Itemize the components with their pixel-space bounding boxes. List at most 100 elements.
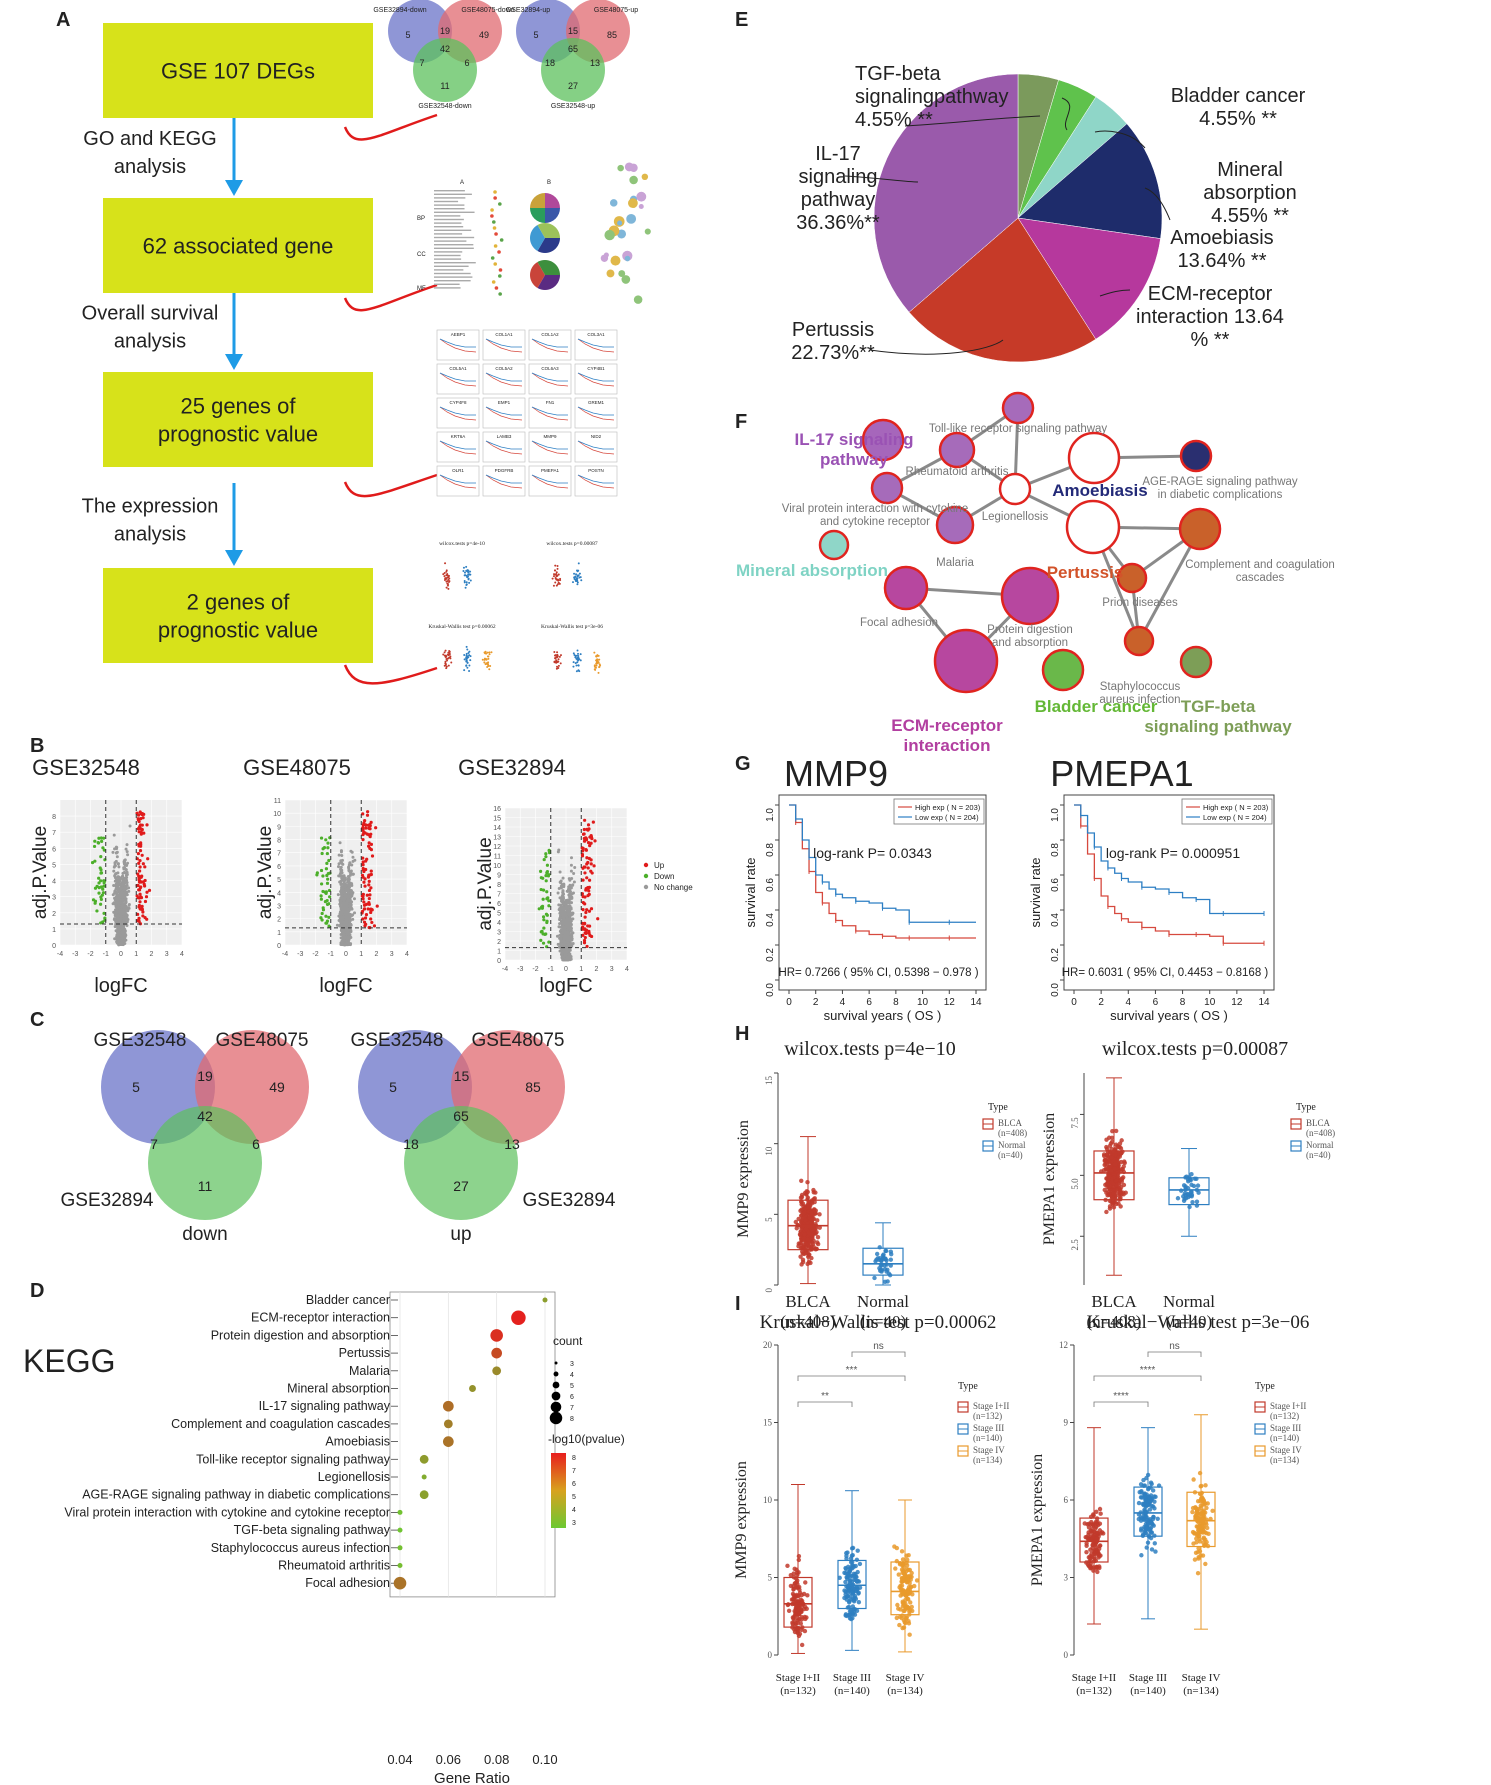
thumb-network-node bbox=[618, 270, 626, 278]
thumb-km-plot bbox=[574, 329, 618, 361]
volcano-point-nochange bbox=[344, 937, 348, 941]
volcano-point-nochange bbox=[560, 907, 564, 911]
category-label: BLCA bbox=[785, 1292, 831, 1311]
axis-title-y: PMEPA1 expression bbox=[1041, 1113, 1058, 1245]
thumb-box-point bbox=[573, 572, 576, 575]
volcano-point-nochange bbox=[563, 922, 567, 926]
volcano-point-up bbox=[583, 818, 587, 822]
volcano-point-nochange bbox=[114, 929, 118, 933]
box-point bbox=[885, 1279, 890, 1284]
thumb-box-point bbox=[446, 659, 449, 662]
volcano-point-nochange bbox=[561, 929, 565, 933]
volcano-point-nochange bbox=[346, 877, 350, 881]
tick-label: 2 bbox=[277, 917, 281, 924]
venn-count: 11 bbox=[198, 1178, 213, 1194]
network-group-label: Bladder cancer bbox=[1035, 697, 1158, 716]
volcano-point-nochange bbox=[124, 899, 128, 903]
volcano-point-nochange bbox=[338, 899, 342, 903]
volcano-point-nochange bbox=[128, 824, 132, 828]
network-node-label: Viral protein interaction with cytokine bbox=[782, 503, 968, 515]
volcano-point-nochange bbox=[341, 909, 345, 913]
thumb-box-point bbox=[443, 575, 446, 578]
volcano-point-nochange bbox=[122, 891, 126, 895]
volcano-point-nochange bbox=[559, 879, 563, 883]
box-point bbox=[1102, 1158, 1107, 1164]
kegg-pathway-label: Mineral absorption bbox=[287, 1382, 390, 1396]
volcano-point-down bbox=[547, 940, 551, 944]
tick-label: -3 bbox=[72, 951, 78, 958]
thumb-km-curve bbox=[577, 372, 614, 382]
legend-size-dot bbox=[549, 1411, 563, 1425]
thumb-box-point bbox=[462, 570, 465, 573]
volcano-point-nochange bbox=[561, 876, 565, 880]
thumb-text-line bbox=[434, 218, 464, 221]
volcano-point-nochange bbox=[121, 874, 125, 878]
box-point bbox=[817, 1212, 822, 1217]
volcano-point-nochange bbox=[125, 843, 129, 847]
legend-label: Normal bbox=[998, 1140, 1026, 1150]
tick-label: 4 bbox=[405, 951, 409, 958]
volcano-point-up bbox=[145, 823, 149, 827]
tick-label: 4 bbox=[277, 890, 281, 897]
thumb-dot bbox=[494, 232, 498, 236]
box-point bbox=[1104, 1209, 1109, 1215]
thumb-box-point bbox=[553, 573, 556, 576]
thumb-box-point bbox=[463, 654, 466, 657]
thumb-box-point bbox=[443, 651, 446, 654]
boxplot-title: wilcox.tests p=4e−10 bbox=[784, 1038, 955, 1060]
volcano-point-nochange bbox=[563, 927, 567, 931]
volcano-point-nochange bbox=[346, 898, 350, 902]
thumb-km-curve bbox=[531, 440, 568, 450]
thumb-box-point bbox=[579, 653, 582, 656]
volcano-point-nochange bbox=[340, 943, 344, 947]
flow-arrow-label: The expression bbox=[82, 496, 219, 518]
thumb-box-point bbox=[576, 574, 579, 577]
volcano-point-nochange bbox=[114, 905, 118, 909]
thumb-box-point bbox=[574, 662, 577, 665]
thumb-box-point bbox=[445, 586, 448, 589]
kegg-dot bbox=[397, 1527, 403, 1533]
kegg-pathway-label: Rheumatoid arthritis bbox=[278, 1559, 390, 1573]
volcano-point-down bbox=[541, 915, 546, 919]
volcano-point-up bbox=[145, 917, 149, 921]
volcano-point-nochange bbox=[350, 882, 354, 886]
volcano-point-nochange bbox=[124, 897, 128, 901]
volcano-point-nochange bbox=[114, 872, 118, 876]
thumb-box-point bbox=[483, 657, 486, 660]
venn-count: 7 bbox=[150, 1136, 158, 1152]
tick-label: 1 bbox=[52, 927, 56, 934]
thumb-km-plot bbox=[482, 397, 526, 429]
thumb-box-point bbox=[557, 664, 560, 667]
thumb-box-point bbox=[598, 666, 601, 669]
legend-size-dot bbox=[550, 1401, 562, 1413]
thumb-km-title: COL3A1 bbox=[587, 332, 605, 337]
tick-label: 6 bbox=[52, 846, 56, 853]
box-point bbox=[885, 1267, 890, 1272]
tick-label: 9 bbox=[497, 873, 501, 880]
tick-label: 1 bbox=[359, 951, 363, 958]
volcano-point-nochange bbox=[115, 851, 119, 855]
volcano-point-up bbox=[141, 880, 145, 884]
thumb-box-point bbox=[468, 664, 471, 667]
tick-label: 3 bbox=[497, 930, 501, 937]
axis-title-y: adj.P.Value bbox=[475, 837, 496, 930]
volcano-point-up bbox=[596, 917, 600, 921]
tick-label: -1 bbox=[548, 966, 554, 973]
volcano-point-up bbox=[586, 823, 591, 827]
volcano-point-down bbox=[324, 891, 328, 896]
thumb-box-point bbox=[576, 583, 579, 586]
volcano-point-nochange bbox=[556, 942, 560, 946]
legend-label: 8 bbox=[570, 1416, 574, 1423]
volcano-point-nochange bbox=[124, 847, 128, 851]
thumb-box-point bbox=[577, 654, 580, 657]
thumb-network-node bbox=[628, 198, 638, 209]
volcano-point-nochange bbox=[118, 917, 122, 921]
volcano-point-nochange bbox=[567, 926, 571, 930]
volcano-point-down bbox=[325, 851, 329, 856]
thumb-km-curve bbox=[439, 406, 477, 421]
volcano-point-down bbox=[102, 836, 106, 840]
